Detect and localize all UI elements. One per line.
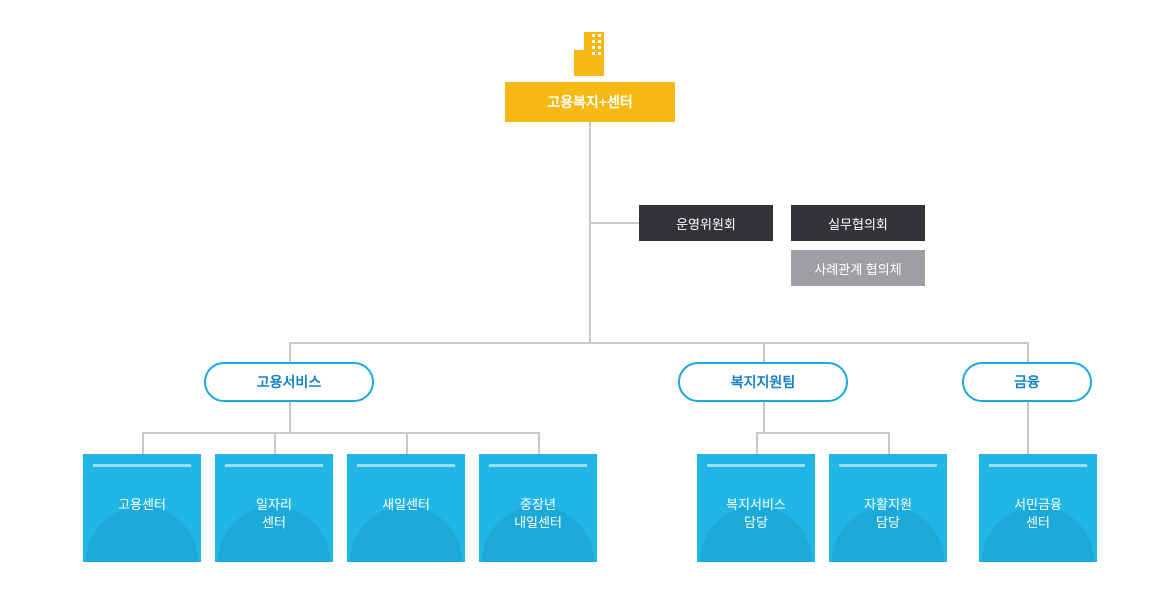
leaf-label: 새일센터 [347,496,465,514]
leaf-card: 일자리 센터 [215,454,333,562]
committee-box: 실무협의회 [791,205,925,241]
leaf-label: 고용센터 [83,496,201,514]
building-icon [572,28,608,76]
group-label: 금융 [1014,372,1040,392]
connector [289,402,291,432]
group-pill: 복지지원팀 [678,362,848,402]
leaf-label: 자활지원 담당 [829,496,947,531]
connector [1027,342,1029,362]
committee-box: 운영위원회 [639,205,773,241]
connector [274,432,276,454]
leaf-label: 일자리 센터 [215,496,333,531]
leaf-label: 서민금융 센터 [979,496,1097,531]
leaf-card: 고용센터 [83,454,201,562]
org-chart: 고용복지+센터 운영위원회 실무협의회 사례관계 협의체 고용서비스 고용센터 … [0,0,1170,610]
leaf-card: 자활지원 담당 [829,454,947,562]
committee-sublabel: 사례관계 협의체 [814,259,901,278]
group-pill: 고용서비스 [204,362,374,402]
group-label: 고용서비스 [257,372,321,392]
connector [289,342,291,362]
connector [538,432,540,454]
leaf-label: 복지서비스 담당 [697,496,815,531]
leaf-card: 중장년 내일센터 [479,454,597,562]
connector [142,432,538,434]
connector [1027,402,1029,454]
connector [289,342,1028,344]
committee-subbox: 사례관계 협의체 [791,250,925,286]
connector [406,432,408,454]
leaf-card: 새일센터 [347,454,465,562]
connector [763,342,765,362]
leaf-card: 복지서비스 담당 [697,454,815,562]
connector [888,432,890,454]
connector [763,402,765,432]
committee-label: 운영위원회 [676,214,736,233]
connector [589,222,639,224]
leaf-label: 중장년 내일센터 [479,496,597,531]
root-label: 고용복지+센터 [547,92,632,112]
committee-label: 실무협의회 [828,214,888,233]
group-label: 복지지원팀 [731,372,795,392]
group-pill: 금융 [962,362,1092,402]
connector [756,432,888,434]
connector [756,432,758,454]
connector [589,122,591,342]
root-node: 고용복지+센터 [505,82,675,122]
leaf-card: 서민금융 센터 [979,454,1097,562]
connector [142,432,144,454]
